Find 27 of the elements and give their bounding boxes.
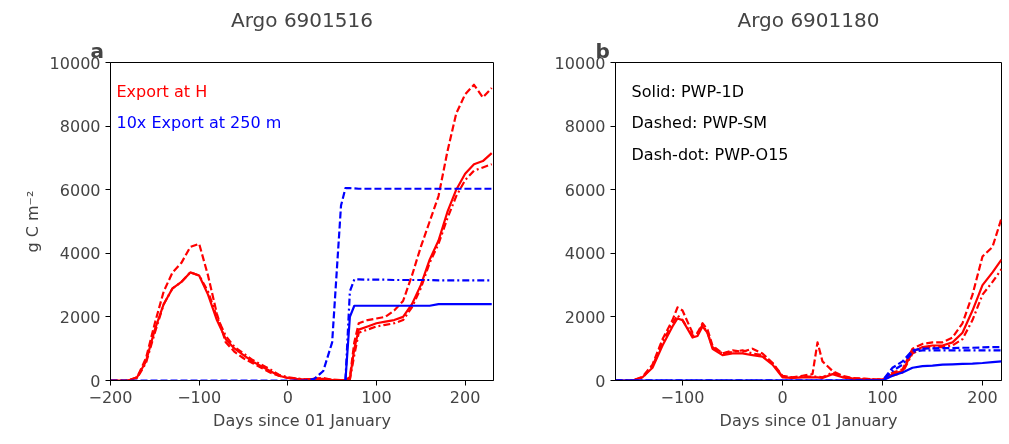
x-tick-label: 0	[777, 387, 788, 407]
y-tick-label: 2000	[564, 307, 606, 327]
y-tick-label: 6000	[59, 180, 101, 200]
y-axis-title: g C m⁻²	[22, 190, 42, 253]
x-axis-title: Days since 01 January	[213, 410, 391, 430]
x-tick-label: −100	[177, 387, 222, 407]
x-tick-label: 100	[361, 387, 392, 407]
chart-title: Argo 6901516	[231, 7, 373, 32]
y-tick-label: 8000	[564, 117, 606, 137]
y-tick-label: 2000	[59, 307, 101, 327]
x-tick-label: 100	[867, 387, 898, 407]
x-tick-label: −100	[660, 387, 705, 407]
y-tick-label: 0	[595, 371, 606, 391]
x-axis-title: Days since 01 January	[719, 410, 898, 430]
annotation: Dash-dot: PWP-O15	[631, 145, 789, 165]
annotation: Solid: PWP-1D	[631, 81, 745, 101]
annotation: Export at H	[116, 81, 208, 101]
x-tick-label: 0	[282, 387, 293, 407]
annotation: Dashed: PWP-SM	[631, 113, 768, 133]
y-tick-label: 4000	[564, 244, 606, 264]
y-tick-label: 4000	[59, 244, 101, 264]
y-tick-label: 8000	[59, 117, 101, 137]
annotation: 10x Export at 250 m	[116, 113, 282, 133]
y-tick-label: 6000	[564, 180, 606, 200]
chart-title: Argo 6901180	[737, 7, 880, 32]
x-tick-label: 200	[449, 387, 481, 407]
x-tick-label: 200	[967, 387, 998, 407]
